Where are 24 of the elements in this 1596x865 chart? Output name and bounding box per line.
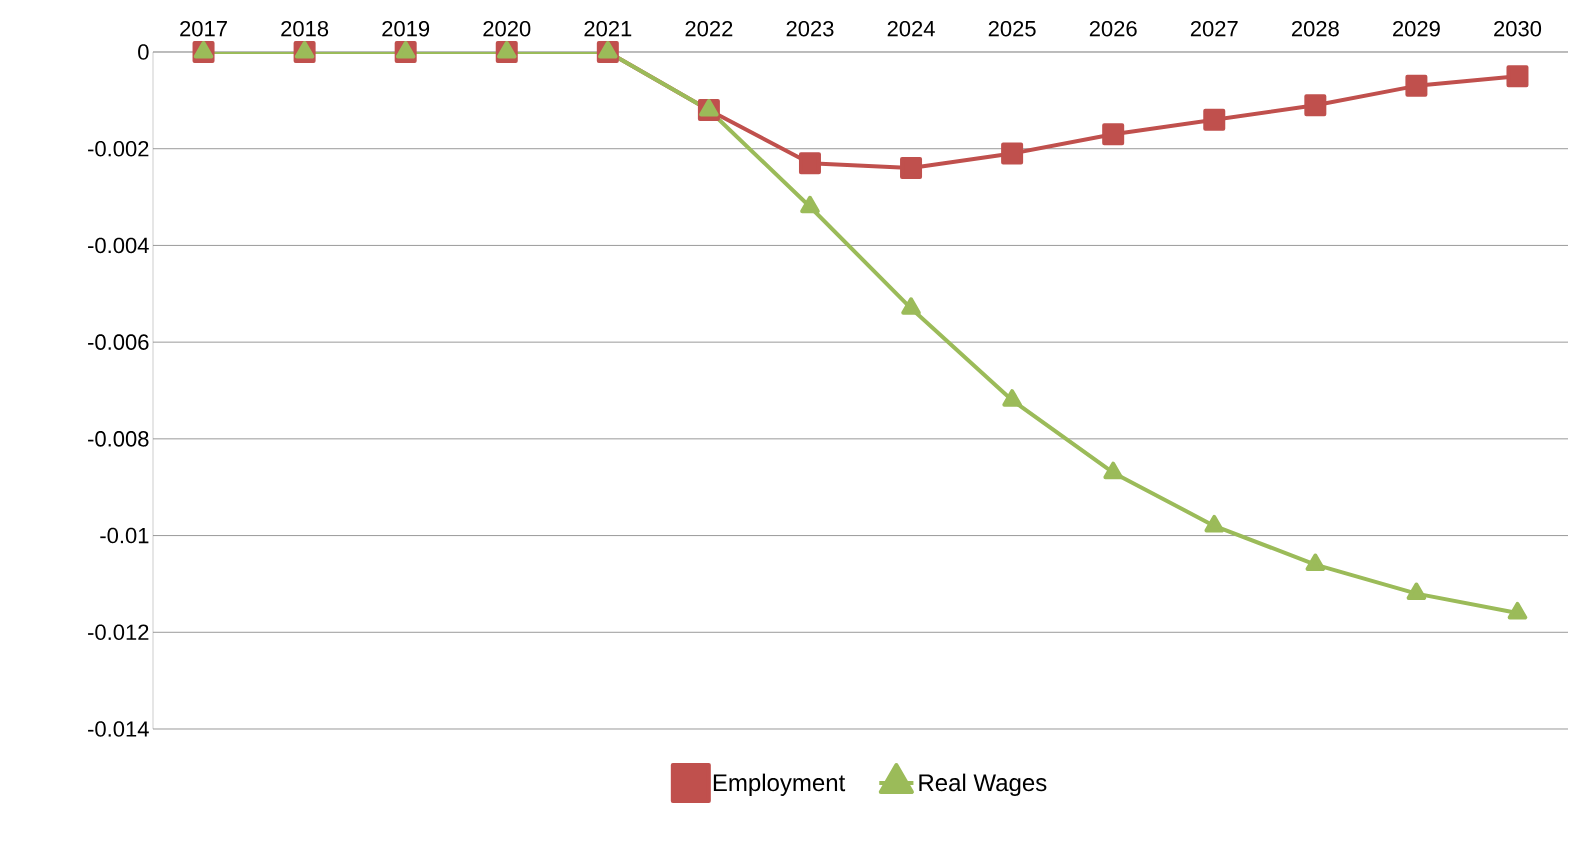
x-tick-label: 2020 bbox=[483, 20, 531, 37]
x-tick-label: 2024 bbox=[887, 20, 935, 37]
y-tick-label: -0.004 bbox=[88, 237, 149, 254]
x-tick-label: 2017 bbox=[180, 20, 227, 37]
y-tick-label: -0.006 bbox=[88, 334, 149, 350]
x-tick-label: 2021 bbox=[584, 20, 632, 37]
x-tick-label: 2027 bbox=[1190, 20, 1238, 37]
y-tick-label: -0.012 bbox=[88, 624, 149, 641]
y-tick-label: -0.014 bbox=[88, 721, 149, 737]
x-tick-label: 2029 bbox=[1393, 20, 1440, 37]
y-tick-label: -0.002 bbox=[88, 140, 149, 157]
x-tick-label: 2026 bbox=[1089, 20, 1137, 37]
y-tick-label: -0.01 bbox=[100, 527, 149, 544]
y-tick-label: -0.008 bbox=[88, 431, 149, 447]
legend-label: Employment bbox=[713, 773, 846, 796]
x-tick-label: 2023 bbox=[786, 20, 834, 37]
legend-label: Real Wages bbox=[919, 773, 1047, 796]
x-tick-label: 2022 bbox=[685, 20, 733, 37]
x-tick-label: 2018 bbox=[281, 20, 329, 37]
x-tick-label: 2025 bbox=[988, 20, 1036, 37]
x-tick-label: 2019 bbox=[382, 20, 430, 37]
x-tick-label: 2030 bbox=[1494, 20, 1542, 37]
x-tick-label: 2028 bbox=[1291, 20, 1339, 37]
y-tick-label: 0 bbox=[138, 44, 149, 60]
